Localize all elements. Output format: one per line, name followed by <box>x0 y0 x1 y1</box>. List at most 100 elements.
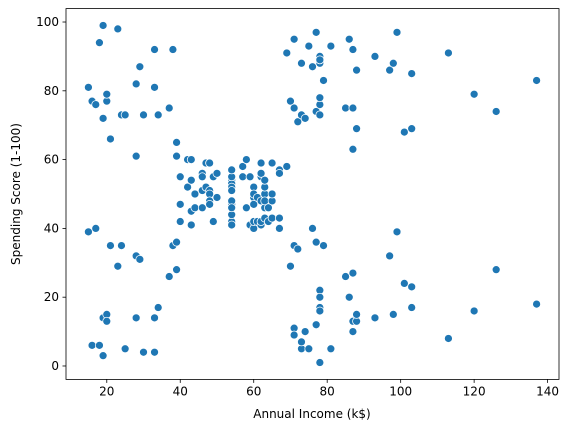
point <box>131 79 141 89</box>
point <box>186 175 196 185</box>
point <box>289 34 299 44</box>
plot-frame <box>65 8 560 380</box>
point <box>238 162 248 171</box>
point <box>95 340 104 350</box>
y-axis-label: Spending Score (1-100) <box>9 123 23 265</box>
point <box>286 96 295 106</box>
point <box>308 224 317 233</box>
point <box>267 213 277 223</box>
point <box>91 100 101 109</box>
y-tick-label: 0 <box>51 359 59 373</box>
point <box>172 151 181 161</box>
point <box>227 186 237 195</box>
point <box>139 347 148 357</box>
point <box>286 261 295 271</box>
point <box>102 89 112 99</box>
point <box>370 313 380 323</box>
point <box>392 227 402 237</box>
point <box>106 241 115 250</box>
point <box>341 103 350 113</box>
point <box>98 351 108 361</box>
point <box>120 344 130 354</box>
x-tick-label: 40 <box>173 384 188 398</box>
point <box>98 21 108 30</box>
point <box>388 310 398 319</box>
point <box>275 168 284 178</box>
point <box>275 224 284 233</box>
point <box>315 55 325 65</box>
point <box>186 220 196 230</box>
point <box>87 340 97 350</box>
point <box>304 41 314 51</box>
point <box>212 193 222 202</box>
point <box>164 103 174 113</box>
point <box>469 89 479 99</box>
point <box>267 158 277 168</box>
point <box>113 261 123 271</box>
point <box>238 172 248 182</box>
point <box>197 203 207 213</box>
point <box>348 327 358 336</box>
x-tick-label: 140 <box>536 384 559 398</box>
y-tick-label: 40 <box>44 221 59 235</box>
point <box>304 344 314 354</box>
point <box>172 138 181 147</box>
point <box>135 62 145 72</box>
point <box>444 48 453 58</box>
point <box>256 158 266 168</box>
point <box>326 344 336 354</box>
point <box>135 254 145 264</box>
point <box>315 110 325 120</box>
point <box>532 299 541 309</box>
point <box>275 213 284 223</box>
point <box>197 172 207 182</box>
point <box>315 358 325 367</box>
point <box>491 265 501 275</box>
y-tick-label: 80 <box>44 84 59 98</box>
point <box>407 69 417 78</box>
point <box>392 27 402 37</box>
point <box>352 65 361 75</box>
point <box>227 220 237 230</box>
point <box>227 203 237 213</box>
point <box>326 41 336 51</box>
point <box>84 82 93 92</box>
point <box>297 58 306 68</box>
point <box>150 313 159 323</box>
point <box>491 107 501 116</box>
point <box>407 282 417 292</box>
point <box>205 158 215 168</box>
point <box>315 93 325 103</box>
point <box>289 103 299 113</box>
point <box>399 127 409 137</box>
point <box>282 48 292 58</box>
point <box>150 82 159 92</box>
point <box>370 52 380 61</box>
point <box>532 76 541 85</box>
y-tick-label: 100 <box>36 15 59 29</box>
point <box>172 237 181 247</box>
point <box>293 117 303 127</box>
point <box>153 110 163 120</box>
point <box>106 134 115 144</box>
point <box>315 306 325 316</box>
point <box>311 237 321 247</box>
point <box>212 168 222 178</box>
x-axis-label: Annual Income (k$) <box>253 407 370 421</box>
x-tick-label: 120 <box>463 384 486 398</box>
point <box>399 279 409 288</box>
point <box>352 310 361 319</box>
point <box>120 110 130 120</box>
point <box>91 224 101 233</box>
point <box>308 62 317 72</box>
point <box>264 203 273 213</box>
point <box>300 327 310 336</box>
point <box>348 103 358 113</box>
point <box>348 45 358 54</box>
point <box>98 113 108 123</box>
point <box>315 292 325 302</box>
point <box>168 45 178 54</box>
point <box>190 189 200 199</box>
x-tick-label: 100 <box>389 384 412 398</box>
